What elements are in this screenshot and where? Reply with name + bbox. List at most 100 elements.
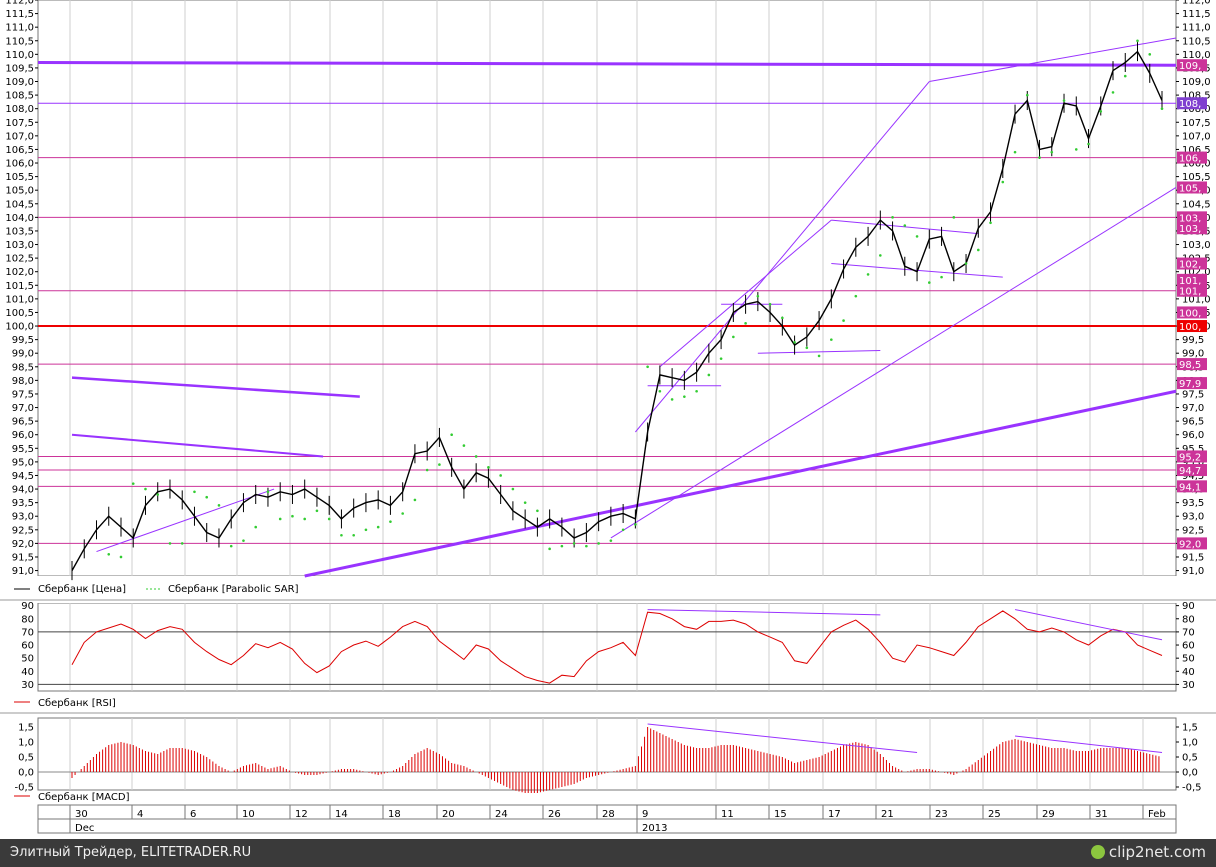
sar-dot bbox=[744, 322, 747, 325]
sar-dot bbox=[401, 512, 404, 515]
sar-dot bbox=[364, 528, 368, 532]
price-tag-label: 95,2 bbox=[1179, 452, 1201, 463]
rsi-y-label: 40 bbox=[21, 667, 34, 678]
x-tick-label: 11 bbox=[721, 809, 734, 820]
trend-line bbox=[96, 488, 275, 553]
price-tag bbox=[1177, 222, 1207, 235]
y-tick-label-right: 97,0 bbox=[1182, 403, 1204, 414]
price-tag bbox=[1177, 537, 1207, 550]
sar-dot bbox=[1013, 150, 1017, 154]
sar-dot bbox=[695, 389, 698, 393]
y-tick-label-right: 104,5 bbox=[1182, 199, 1211, 210]
x-tick-label: 29 bbox=[1042, 809, 1055, 820]
sar-dot bbox=[425, 468, 429, 472]
rsi-y-label: 70 bbox=[21, 627, 34, 638]
sar-dot bbox=[756, 294, 760, 298]
sar-dot bbox=[683, 395, 686, 398]
macd-y-label-right: 1,0 bbox=[1182, 738, 1198, 749]
y-tick-label-right: 108,0 bbox=[1182, 104, 1211, 115]
x-tick-label: 24 bbox=[495, 809, 508, 820]
sar-dot bbox=[989, 221, 992, 225]
y-tick-label: 99,5 bbox=[12, 335, 34, 346]
price-tag bbox=[1177, 358, 1207, 371]
sar-dot bbox=[1062, 99, 1066, 102]
y-tick-label: 93,5 bbox=[12, 498, 34, 509]
y-tick-label: 92,5 bbox=[12, 525, 34, 536]
x-tick-label: 20 bbox=[442, 809, 455, 820]
sar-dot bbox=[107, 552, 111, 556]
price-tag-label: 108, bbox=[1179, 99, 1201, 110]
y-tick-label: 110,0 bbox=[5, 50, 34, 61]
y-tick-label-right: 107,0 bbox=[1182, 131, 1211, 142]
sar-dot bbox=[1001, 180, 1005, 184]
y-tick-label: 95,5 bbox=[12, 444, 34, 455]
x-tick-label: 10 bbox=[242, 809, 255, 820]
y-tick-label: 105,5 bbox=[5, 172, 34, 183]
footer-brand-text: clip2net.com bbox=[1108, 843, 1206, 861]
y-tick-label: 96,5 bbox=[12, 417, 34, 428]
macd-y-label: 1,5 bbox=[18, 723, 34, 734]
sar-dot bbox=[670, 398, 674, 401]
y-tick-label: 106,5 bbox=[5, 145, 34, 156]
sar-dot bbox=[450, 433, 453, 437]
price-tag bbox=[1177, 181, 1207, 194]
sar-dot bbox=[205, 495, 209, 499]
y-tick-label-right: 95,5 bbox=[1182, 444, 1204, 455]
legend-rsi: Сбербанк [RSI] bbox=[38, 698, 116, 709]
y-tick-label: 108,0 bbox=[5, 104, 34, 115]
y-tick-label: 104,5 bbox=[5, 199, 34, 210]
sar-dot bbox=[131, 482, 135, 485]
sar-dot bbox=[915, 235, 919, 238]
price-tag-label: 100, bbox=[1179, 322, 1201, 333]
x-tick-label: 23 bbox=[935, 809, 948, 820]
y-tick-label-right: 111,0 bbox=[1182, 23, 1211, 34]
price-panel bbox=[37, 0, 1177, 577]
x-tick-label: 25 bbox=[988, 809, 1001, 820]
sar-dot bbox=[621, 528, 625, 532]
sar-dot bbox=[1087, 142, 1090, 146]
y-tick-label-right: 105,5 bbox=[1182, 172, 1211, 183]
y-tick-label-right: 93,5 bbox=[1182, 498, 1204, 509]
sar-dot bbox=[487, 466, 490, 469]
macd-divergence-line bbox=[1014, 735, 1163, 753]
price-tag-label: 94,7 bbox=[1179, 466, 1201, 477]
sar-dot bbox=[891, 216, 894, 219]
sar-dot bbox=[438, 463, 441, 466]
x-tick-label: 28 bbox=[602, 809, 615, 820]
y-tick-label-right: 96,5 bbox=[1182, 417, 1204, 428]
y-tick-label: 109,0 bbox=[5, 77, 34, 88]
sar-dot bbox=[964, 262, 968, 265]
footer-brand[interactable]: clip2net.com bbox=[1090, 843, 1206, 861]
y-tick-label: 109,5 bbox=[5, 63, 34, 74]
sar-dot bbox=[1148, 53, 1152, 56]
sar-dot bbox=[548, 547, 551, 551]
rsi-y-label-right: 50 bbox=[1182, 654, 1195, 665]
footer-credit: Элитный Трейдер, ELITETRADER.RU bbox=[10, 845, 252, 860]
y-tick-label: 91,0 bbox=[12, 566, 34, 577]
price-tag bbox=[1177, 97, 1207, 110]
sar-dot bbox=[1074, 148, 1078, 151]
sar-dot bbox=[976, 248, 980, 252]
x-tick-label: Feb bbox=[1148, 809, 1166, 820]
trend-line bbox=[304, 389, 1177, 578]
sar-dot bbox=[781, 316, 784, 320]
legend-price: Сбербанк [Цена] bbox=[38, 584, 126, 595]
price-tag bbox=[1177, 320, 1207, 333]
sar-dot bbox=[719, 357, 723, 360]
sar-dot bbox=[658, 389, 662, 393]
x-tick-label: 21 bbox=[881, 809, 894, 820]
rsi-divergence-line bbox=[647, 609, 881, 616]
y-tick-label: 112,0 bbox=[5, 0, 34, 7]
macd-y-label: 1,0 bbox=[18, 738, 34, 749]
rsi-panel bbox=[37, 602, 1177, 692]
price-tag bbox=[1177, 284, 1207, 297]
price-tag bbox=[1177, 306, 1207, 319]
rsi-y-label-right: 90 bbox=[1182, 601, 1195, 612]
y-tick-label: 100,5 bbox=[5, 308, 34, 319]
sar-dot bbox=[866, 273, 870, 276]
x-tick-label: 26 bbox=[548, 809, 561, 820]
y-tick-label: 108,5 bbox=[5, 91, 34, 102]
y-tick-label: 101,5 bbox=[5, 281, 34, 292]
sar-dot bbox=[315, 509, 319, 513]
y-tick-label-right: 93,0 bbox=[1182, 512, 1204, 523]
